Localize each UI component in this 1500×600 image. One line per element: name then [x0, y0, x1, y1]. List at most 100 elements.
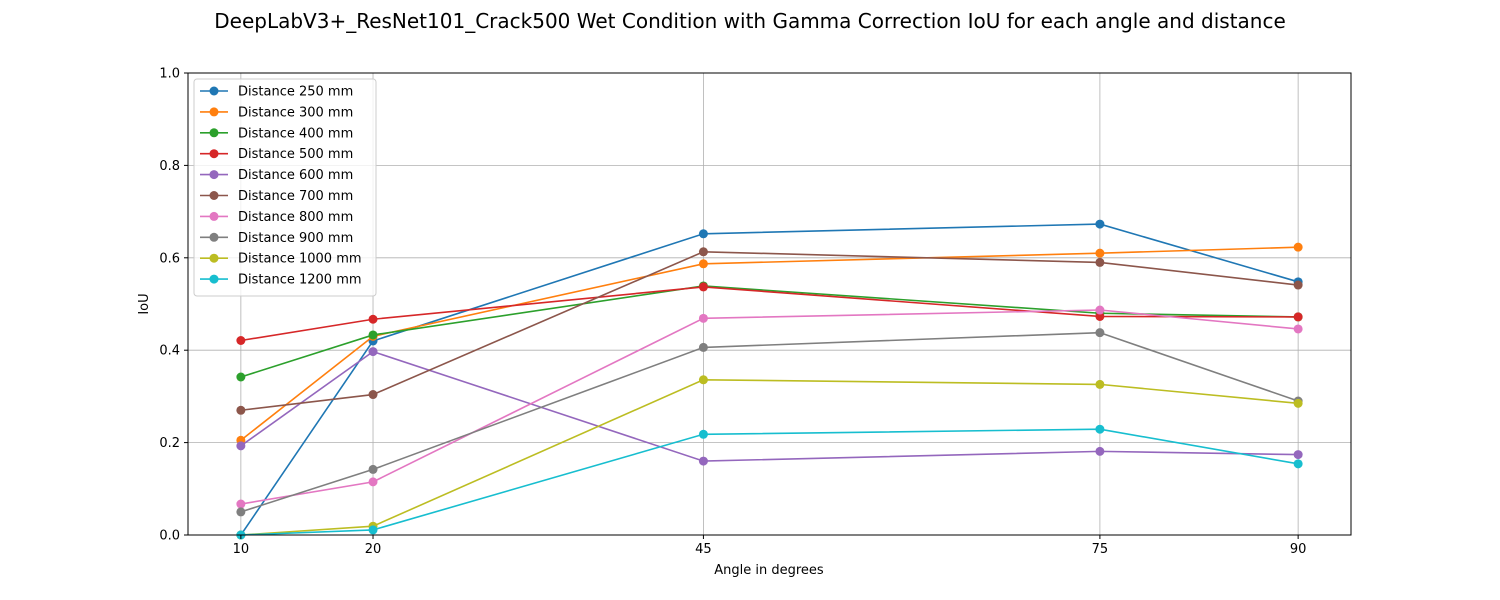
data-point — [368, 525, 378, 535]
data-point — [1293, 242, 1303, 252]
legend-item: Distance 700 mm — [200, 189, 353, 204]
legend-label: Distance 600 mm — [238, 168, 353, 183]
legend-marker — [209, 170, 219, 180]
data-point — [368, 347, 378, 357]
data-point — [698, 282, 708, 292]
data-point — [698, 259, 708, 269]
series-line — [240, 309, 1299, 505]
x-tick-label: 45 — [695, 542, 712, 557]
data-point — [1293, 312, 1303, 322]
axis-layer: 10 20 45 75 90 0.0 0.2 0.4 0.6 0.8 1.0 — [159, 67, 1306, 558]
data-point — [698, 342, 708, 352]
data-point — [368, 477, 378, 487]
data-point — [368, 314, 378, 324]
legend-marker — [209, 128, 219, 138]
legend-item: Distance 1200 mm — [200, 273, 362, 288]
data-point — [698, 375, 708, 385]
data-point — [368, 330, 378, 340]
data-point — [1095, 219, 1105, 229]
data-point — [1095, 248, 1105, 258]
legend-label: Distance 800 mm — [238, 210, 353, 225]
data-point — [236, 405, 246, 415]
x-tick-label: 90 — [1290, 542, 1307, 557]
legend-item: Distance 400 mm — [200, 126, 353, 141]
legend: Distance 250 mm Distance 300 mm Distance 4… — [193, 78, 377, 297]
data-point — [698, 456, 708, 466]
data-point — [1095, 311, 1105, 321]
legend-item: Distance 600 mm — [200, 168, 353, 183]
data-point — [1095, 446, 1105, 456]
legend-box — [193, 78, 377, 297]
series-line — [240, 223, 1299, 536]
x-tick-label: 75 — [1092, 542, 1109, 557]
y-tick-label: 0.2 — [159, 436, 180, 451]
data-point — [1095, 379, 1105, 389]
data-point — [1293, 280, 1303, 290]
data-point — [368, 390, 378, 400]
legend-item: Distance 800 mm — [200, 210, 353, 225]
legend-item: Distance 250 mm — [200, 85, 353, 100]
x-axis-label: Angle in degrees — [714, 563, 824, 578]
legend-item: Distance 900 mm — [200, 231, 353, 246]
y-tick-label: 1.0 — [159, 67, 180, 82]
legend-label: Distance 1000 mm — [238, 252, 362, 267]
legend-marker — [209, 86, 219, 96]
data-point — [236, 441, 246, 451]
y-tick-label: 0.6 — [159, 251, 180, 266]
legend-label: Distance 700 mm — [238, 189, 353, 204]
legend-marker — [209, 149, 219, 159]
series-line — [240, 428, 1299, 536]
data-point — [1293, 450, 1303, 460]
x-tick-label: 10 — [233, 542, 250, 557]
y-axis-label: IoU — [137, 293, 152, 314]
series-5 — [236, 347, 1303, 466]
y-tick-label: 0.8 — [159, 159, 180, 174]
legend-marker — [209, 211, 219, 221]
series-line — [240, 350, 1299, 462]
series-3 — [236, 281, 1303, 382]
legend-marker — [209, 232, 219, 242]
legend-item: Distance 300 mm — [200, 105, 353, 120]
legend-marker — [209, 191, 219, 200]
series-line — [240, 378, 1299, 536]
data-point — [698, 229, 708, 239]
data-point — [236, 335, 246, 345]
data-point — [698, 313, 708, 323]
x-tick-label: 20 — [365, 542, 382, 557]
chart-title: DeepLabV3+_ResNet101_Crack500 Wet Condit… — [214, 9, 1286, 33]
legend-label: Distance 900 mm — [238, 231, 353, 246]
legend-label: Distance 400 mm — [238, 126, 353, 141]
data-point — [1095, 424, 1105, 434]
data-point — [1293, 459, 1303, 469]
series-2 — [236, 242, 1303, 445]
legend-item: Distance 1000 mm — [200, 252, 362, 267]
legend-marker — [209, 253, 219, 263]
y-tick-label: 0.0 — [159, 529, 180, 544]
series-6 — [236, 247, 1303, 415]
series-9 — [236, 375, 1303, 540]
data-point — [1095, 328, 1105, 338]
series-8 — [236, 328, 1303, 517]
series-layer — [236, 219, 1303, 540]
data-point — [1293, 398, 1303, 408]
data-point — [368, 464, 378, 474]
legend-item: Distance 500 mm — [200, 147, 353, 162]
series-line — [240, 246, 1299, 441]
data-point — [236, 499, 246, 509]
series-7 — [236, 305, 1303, 509]
data-point — [1293, 324, 1303, 334]
data-point — [698, 429, 708, 439]
data-point — [236, 372, 246, 382]
data-point — [1095, 305, 1105, 315]
legend-label: Distance 1200 mm — [238, 273, 362, 288]
series-10 — [236, 424, 1303, 540]
legend-label: Distance 500 mm — [238, 147, 353, 162]
plot-frame — [187, 72, 1352, 536]
legend-label: Distance 300 mm — [238, 105, 353, 120]
y-tick-label: 0.4 — [159, 344, 180, 359]
data-point — [1095, 257, 1105, 267]
data-point — [698, 247, 708, 257]
legend-marker — [209, 274, 219, 284]
legend-marker — [209, 107, 219, 117]
